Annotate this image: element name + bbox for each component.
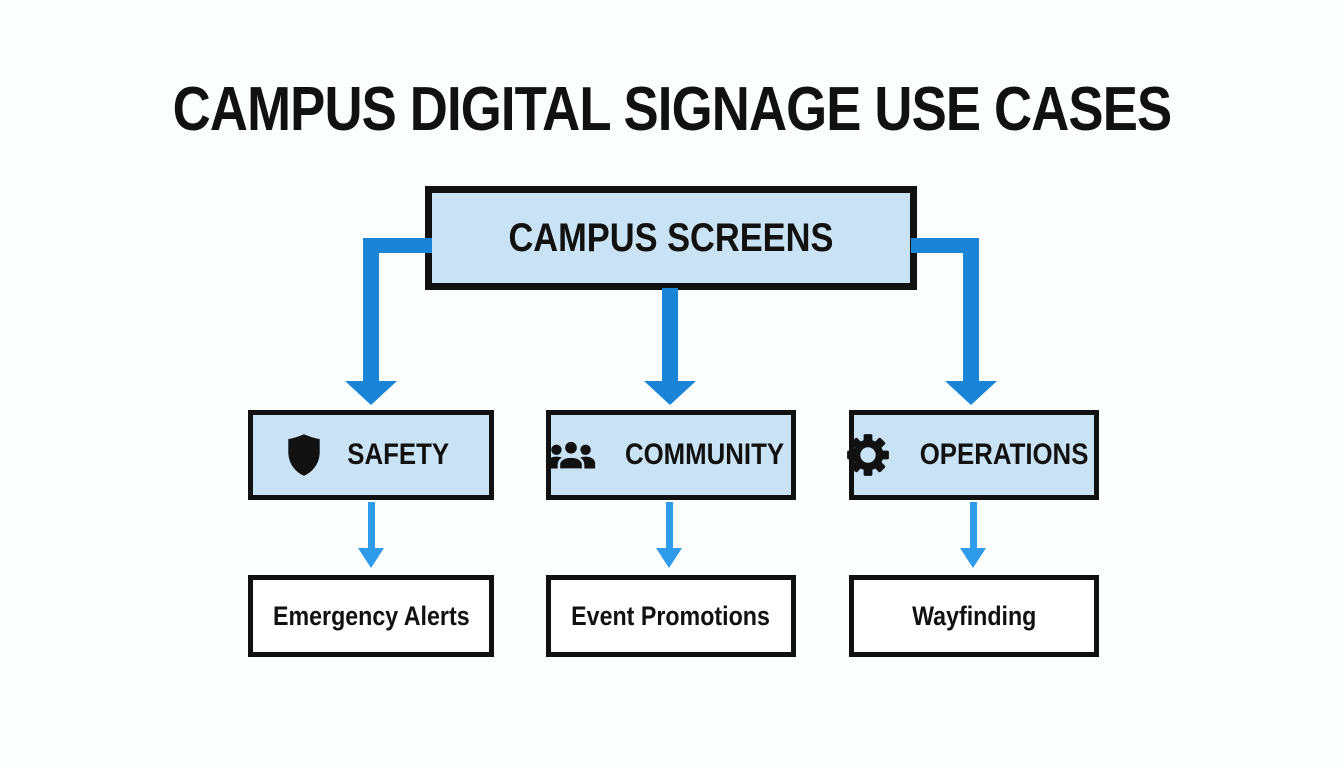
node-emergency-alerts: Emergency Alerts — [248, 575, 494, 657]
node-label: Wayfinding — [911, 600, 1037, 631]
shield-icon — [288, 434, 320, 476]
people-icon — [546, 439, 595, 471]
connector-root-operations-vertical — [963, 238, 979, 381]
diagram-title: CAMPUS DIGITAL SIGNAGE USE CASES — [172, 75, 1172, 144]
node-community: COMMUNITY — [546, 410, 796, 500]
node-label: CAMPUS SCREENS — [508, 215, 834, 260]
node-safety: SAFETY — [248, 410, 494, 500]
connector-root-safety-horizontal — [363, 238, 432, 253]
node-operations: OPERATIONS — [847, 410, 1099, 500]
arrowhead-root-community — [644, 381, 696, 405]
connector-root-safety-vertical — [363, 238, 379, 381]
connector-root-community-vertical — [662, 288, 678, 381]
arrowhead-operations-wayfinding — [960, 548, 986, 568]
node-label: OPERATIONS — [919, 438, 1089, 471]
connector-safety-emergency — [368, 502, 375, 548]
node-label: SAFETY — [347, 438, 449, 471]
node-label: Event Promotions — [571, 600, 771, 631]
node-campus-screens: CAMPUS SCREENS — [425, 186, 917, 290]
node-label: Emergency Alerts — [272, 600, 470, 631]
connector-root-operations-horizontal — [911, 238, 979, 253]
arrowhead-safety-emergency — [358, 548, 384, 568]
gear-icon — [847, 434, 889, 476]
connector-community-events — [666, 502, 673, 548]
node-event-promotions: Event Promotions — [546, 575, 796, 657]
arrowhead-root-safety — [345, 381, 397, 405]
arrowhead-community-events — [656, 548, 682, 568]
node-label: COMMUNITY — [624, 438, 784, 471]
node-wayfinding: Wayfinding — [849, 575, 1099, 657]
connector-operations-wayfinding — [970, 502, 977, 548]
arrowhead-root-operations — [945, 381, 997, 405]
